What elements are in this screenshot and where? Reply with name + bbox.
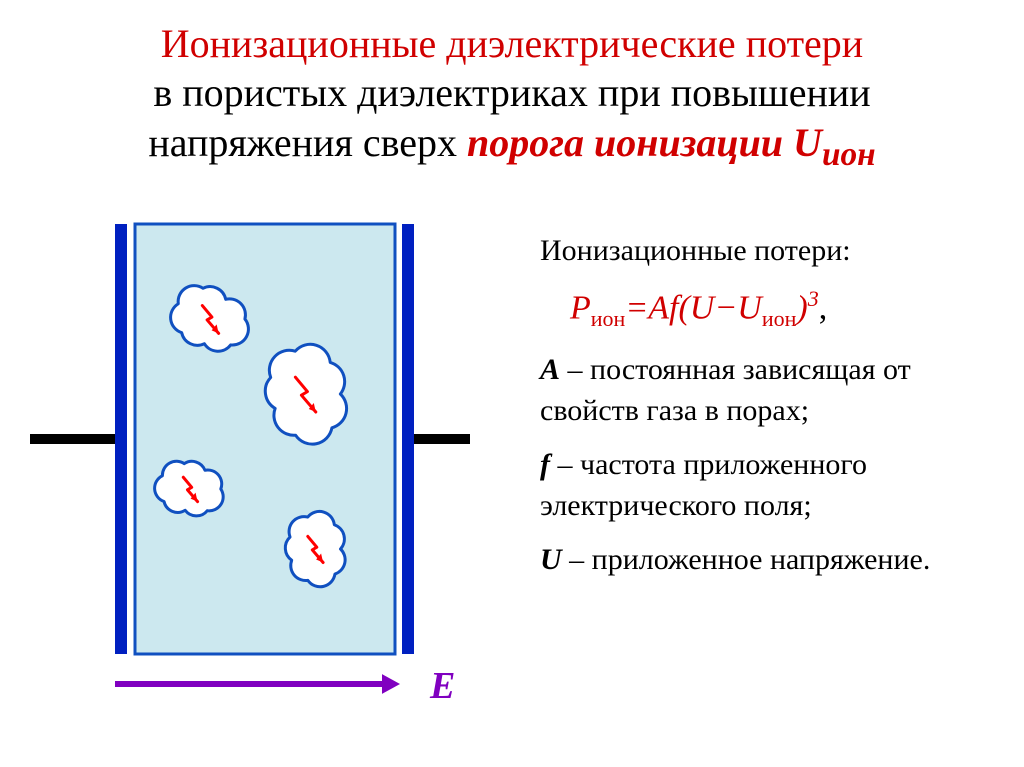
def-f: f – частота приложенного электрического … [540, 445, 974, 526]
diagram: E [30, 214, 470, 734]
field-vector-label: E [430, 664, 455, 708]
formula: Pион=Af(U−Uион)3, [540, 286, 974, 332]
title-line2: в пористых диэлектриках при повышении [153, 70, 870, 115]
def-A: A – постоянная зависящая от свойств газа… [540, 350, 974, 431]
subheading: Ионизационные потери: [540, 234, 974, 268]
content-row: E Ионизационные потери: Pион=Af(U−Uион)3… [0, 184, 1024, 734]
title-block: Ионизационные диэлектрические потери в п… [0, 0, 1024, 184]
diagram-svg [30, 214, 470, 734]
title-line2-wrap: в пористых диэлектриках при повышении [40, 68, 984, 118]
text-column: Ионизационные потери: Pион=Af(U−Uион)3, … [470, 214, 974, 734]
title-line1: Ионизационные диэлектрические потери [40, 20, 984, 68]
def-U: U – приложенное напряжение. [540, 540, 974, 581]
title-line3-em: порога ионизации Uион [467, 120, 876, 165]
title-line3-wrap: напряжения сверх порога ионизации Uион [40, 118, 984, 174]
title-line3-plain: напряжения сверх [148, 120, 467, 165]
